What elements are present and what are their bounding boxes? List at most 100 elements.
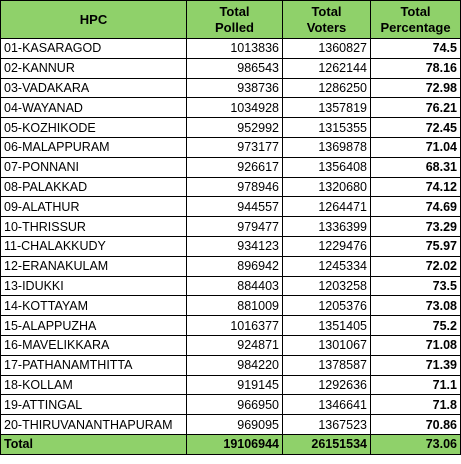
cell-voters: 1264471 [282, 196, 371, 218]
cell-hpc: 09-ALATHUR [0, 196, 187, 218]
cell-percentage: 71.08 [370, 334, 461, 356]
table-row: 10-THRISSUR 979477 1336399 73.29 [0, 216, 461, 237]
table-body: 01-KASARAGOD 1013836 1360827 74.5 02-KANNUR 9… [0, 38, 461, 435]
table-row: 13-IDUKKI 884403 1203258 73.5 [0, 275, 461, 297]
cell-hpc: 06-MALAPPURAM [0, 136, 187, 158]
cell-hpc: 02-KANNUR [0, 57, 187, 79]
cell-voters: 1203258 [282, 275, 371, 297]
cell-polled: 884403 [186, 275, 283, 297]
cell-voters: 1360827 [282, 38, 371, 59]
cell-hpc: 10-THRISSUR [0, 216, 187, 237]
cell-polled: 952992 [186, 117, 283, 138]
header-total-percentage: Total Percentage [370, 0, 461, 39]
table-footer: Total 19106944 26151534 73.06 [0, 433, 461, 455]
cell-voters: 1357819 [282, 97, 371, 119]
cell-hpc: 13-IDUKKI [0, 275, 187, 297]
cell-polled: 1034928 [186, 97, 283, 119]
cell-percentage: 68.31 [370, 156, 461, 178]
table-header: HPC Total Polled Total Voters Total Percent… [0, 0, 461, 39]
cell-polled: 926617 [186, 156, 283, 178]
cell-polled: 896942 [186, 255, 283, 277]
table-row: 08-PALAKKAD 978946 1320680 74.12 [0, 176, 461, 198]
cell-polled: 986543 [186, 57, 283, 79]
cell-polled: 978946 [186, 176, 283, 198]
cell-hpc: 11-CHALAKKUDY [0, 235, 187, 257]
cell-polled: 919145 [186, 374, 283, 396]
cell-percentage: 78.16 [370, 57, 461, 79]
cell-polled: 1016377 [186, 315, 283, 336]
cell-hpc: 04-WAYANAD [0, 97, 187, 119]
cell-voters: 1346641 [282, 394, 371, 416]
cell-percentage: 76.21 [370, 97, 461, 119]
total-row: Total 19106944 26151534 73.06 [0, 433, 461, 455]
total-voters: 26151534 [282, 433, 371, 455]
cell-hpc: 16-MAVELIKKARA [0, 334, 187, 356]
cell-percentage: 72.02 [370, 255, 461, 277]
cell-voters: 1301067 [282, 334, 371, 356]
cell-polled: 979477 [186, 216, 283, 237]
cell-percentage: 73.08 [370, 295, 461, 317]
cell-polled: 969095 [186, 414, 283, 435]
cell-polled: 984220 [186, 354, 283, 376]
table-row: 19-ATTINGAL 966950 1346641 71.8 [0, 394, 461, 416]
cell-percentage: 72.45 [370, 117, 461, 138]
cell-voters: 1229476 [282, 235, 371, 257]
table-row: 16-MAVELIKKARA 924871 1301067 71.08 [0, 334, 461, 356]
table-row: 18-KOLLAM 919145 1292636 71.1 [0, 374, 461, 396]
table-row: 17-PATHANAMTHITTA 984220 1378587 71.39 [0, 354, 461, 376]
cell-hpc: 01-KASARAGOD [0, 38, 187, 59]
cell-polled: 934123 [186, 235, 283, 257]
cell-voters: 1320680 [282, 176, 371, 198]
header-hpc: HPC [0, 0, 187, 39]
cell-hpc: 17-PATHANAMTHITTA [0, 354, 187, 376]
table-row: 06-MALAPPURAM 973177 1369878 71.04 [0, 136, 461, 158]
cell-hpc: 08-PALAKKAD [0, 176, 187, 198]
cell-hpc: 15-ALAPPUZHA [0, 315, 187, 336]
cell-polled: 924871 [186, 334, 283, 356]
cell-percentage: 72.98 [370, 77, 461, 99]
cell-percentage: 75.97 [370, 235, 461, 257]
cell-voters: 1336399 [282, 216, 371, 237]
total-polled: 19106944 [186, 433, 283, 455]
cell-percentage: 75.2 [370, 315, 461, 336]
cell-hpc: 07-PONNANI [0, 156, 187, 178]
table-row: 09-ALATHUR 944557 1264471 74.69 [0, 196, 461, 218]
cell-percentage: 71.1 [370, 374, 461, 396]
table-row: 02-KANNUR 986543 1262144 78.16 [0, 57, 461, 79]
cell-voters: 1315355 [282, 117, 371, 138]
cell-voters: 1292636 [282, 374, 371, 396]
cell-hpc: 12-ERANAKULAM [0, 255, 187, 277]
cell-polled: 966950 [186, 394, 283, 416]
table-row: 20-THIRUVANANTHAPURAM 969095 1367523 70.86 [0, 414, 461, 435]
cell-percentage: 71.8 [370, 394, 461, 416]
cell-percentage: 74.5 [370, 38, 461, 59]
cell-hpc: 14-KOTTAYAM [0, 295, 187, 317]
cell-voters: 1378587 [282, 354, 371, 376]
cell-polled: 944557 [186, 196, 283, 218]
table-row: 05-KOZHIKODE 952992 1315355 72.45 [0, 117, 461, 138]
cell-percentage: 74.12 [370, 176, 461, 198]
cell-hpc: 19-ATTINGAL [0, 394, 187, 416]
cell-hpc: 03-VADAKARA [0, 77, 187, 99]
cell-voters: 1351405 [282, 315, 371, 336]
cell-voters: 1286250 [282, 77, 371, 99]
table-row: 12-ERANAKULAM 896942 1245334 72.02 [0, 255, 461, 277]
cell-polled: 881009 [186, 295, 283, 317]
total-percentage: 73.06 [370, 433, 461, 455]
cell-polled: 1013836 [186, 38, 283, 59]
table-row: 11-CHALAKKUDY 934123 1229476 75.97 [0, 235, 461, 257]
header-total-polled: Total Polled [186, 0, 283, 39]
cell-hpc: 18-KOLLAM [0, 374, 187, 396]
cell-voters: 1367523 [282, 414, 371, 435]
table-row: 03-VADAKARA 938736 1286250 72.98 [0, 77, 461, 99]
table-row: 04-WAYANAD 1034928 1357819 76.21 [0, 97, 461, 119]
table-row: 14-KOTTAYAM 881009 1205376 73.08 [0, 295, 461, 317]
cell-voters: 1205376 [282, 295, 371, 317]
cell-percentage: 73.5 [370, 275, 461, 297]
cell-voters: 1262144 [282, 57, 371, 79]
cell-voters: 1356408 [282, 156, 371, 178]
table-row: 15-ALAPPUZHA 1016377 1351405 75.2 [0, 315, 461, 336]
cell-voters: 1245334 [282, 255, 371, 277]
cell-percentage: 71.39 [370, 354, 461, 376]
